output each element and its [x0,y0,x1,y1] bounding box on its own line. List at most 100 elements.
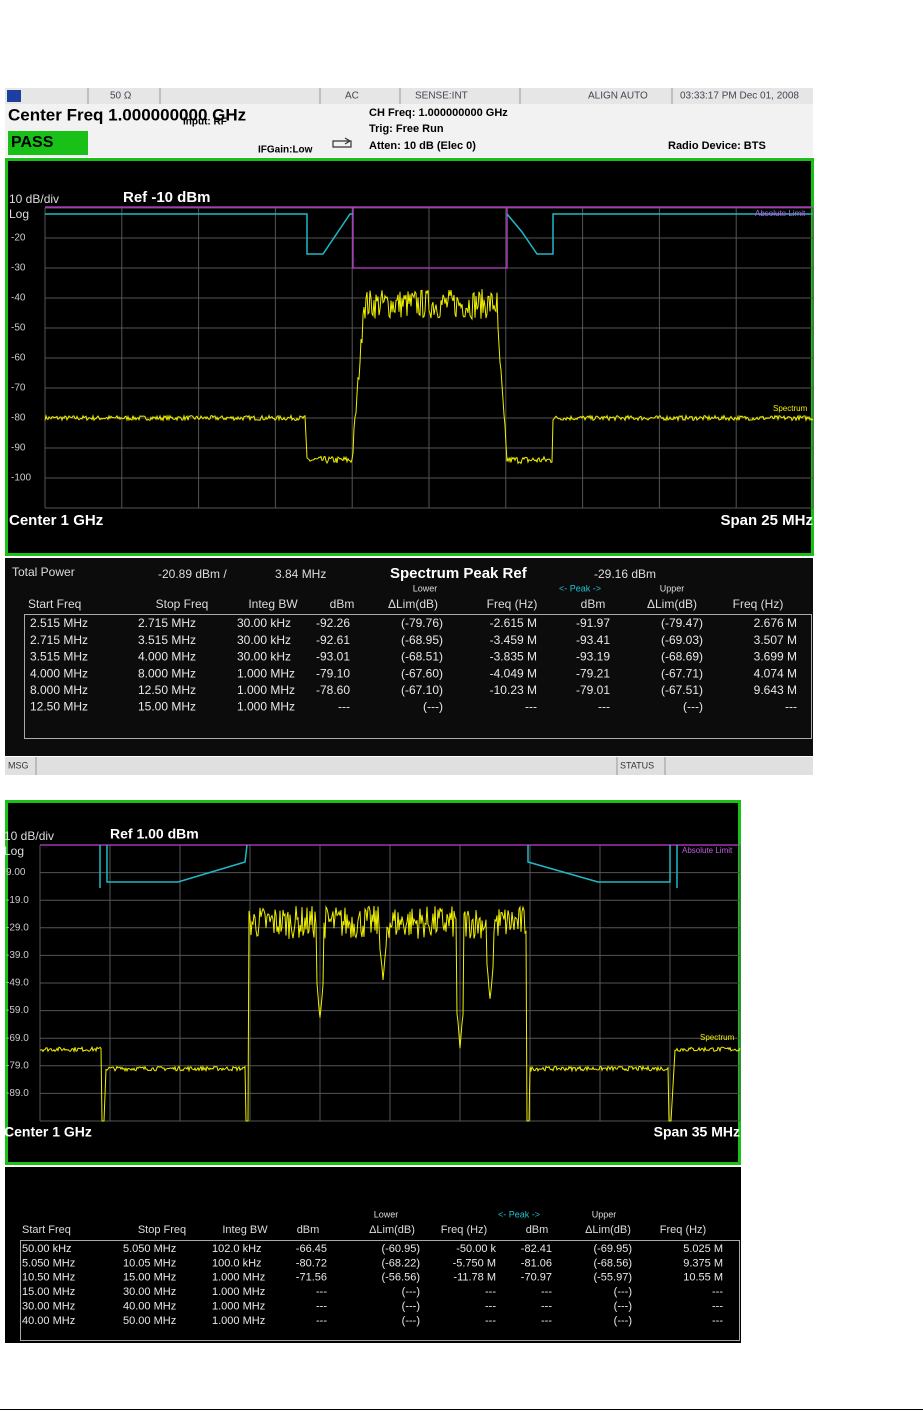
col-group: Lower [374,1209,399,1219]
table-cell: 2.715 MHz [30,633,88,647]
graph-panel [5,158,814,556]
col-group: Upper [592,1209,617,1219]
table-cell: -92.26 [316,616,350,630]
mask-line [45,213,353,255]
column-header: Freq (Hz) [441,1224,487,1236]
column-header: Freq (Hz) [733,597,784,611]
table-cell: 1.000 MHz [212,1286,265,1298]
y-label: 9.00 [6,867,26,878]
table-cell: 12.50 MHz [30,700,88,714]
settings-bar [5,104,813,157]
table-cell: 2.676 M [754,616,797,630]
table-cell: --- [785,700,797,714]
table-cell: (---) [402,1315,420,1327]
table-cell: 15.00 MHz [123,1272,176,1284]
status-item: 03:33:17 PM Dec 01, 2008 [680,91,799,102]
span: Span 35 MHz [654,1124,740,1140]
table-cell: 40.00 MHz [22,1315,75,1327]
ref-title: Spectrum Peak Ref [390,565,528,582]
table-cell: 8.000 MHz [30,683,88,697]
column-header: Integ BW [222,1224,268,1236]
y-label: -100 [11,473,31,484]
table-cell: -93.41 [576,633,610,647]
column-header: ΔLim(dB) [647,597,697,611]
total-power-label: Total Power [12,565,75,579]
table-cell: (-69.03) [661,633,703,647]
table-cell: (---) [614,1301,632,1313]
y-label: -59.0 [6,1005,29,1016]
spectrum-trace [44,289,814,465]
results-frame [24,614,812,739]
column-header: Freq (Hz) [487,597,538,611]
y-label: -39.0 [6,950,29,961]
y-label: -60 [11,353,26,364]
table-cell: --- [316,1315,327,1327]
column-header: Stop Freq [138,1224,186,1236]
table-cell: --- [338,700,350,714]
status-item: SENSE:INT [415,91,468,102]
status-dividers [87,88,673,104]
table-cell: 40.00 MHz [123,1301,176,1313]
column-header: dBm [526,1224,549,1236]
table-cell: 30.00 kHz [237,616,291,630]
table-cell: 5.050 MHz [22,1257,75,1269]
table-cell: 3.699 M [754,650,797,664]
table-cell: 100.0 kHz [212,1257,262,1269]
col-group: <- Peak -> [498,1209,540,1219]
y-label: -69.0 [6,1033,29,1044]
table-cell: 1.000 MHz [212,1301,265,1313]
table-cell: (-67.60) [401,666,443,680]
ref-value: -29.16 dBm [594,567,656,581]
table-cell: --- [485,1286,496,1298]
msg-bar [5,757,813,775]
table-cell: 9.375 M [683,1257,723,1269]
table-cell: -79.01 [576,683,610,697]
table-cell: 4.000 MHz [138,650,196,664]
table-cell: (-68.22) [381,1257,420,1269]
table-cell: (-67.51) [661,683,703,697]
table-cell: -70.97 [521,1272,552,1284]
setting: Trig: Free Run [369,123,444,135]
column-header: Freq (Hz) [660,1224,706,1236]
msg-label: MSG [8,760,29,770]
table-cell: 30.00 MHz [22,1301,75,1313]
ref-level: Ref -10 dBm [123,189,211,206]
y-label: -20 [11,233,26,244]
y-label: -79.0 [6,1060,29,1071]
col-group: <- Peak -> [559,583,601,593]
center-freq: Center Freq 1.000000000 GHz [8,105,246,124]
table-cell: (-60.95) [381,1243,420,1255]
table-cell: -93.19 [576,650,610,664]
table-cell: 10.55 M [683,1272,723,1284]
table-cell: (---) [402,1286,420,1298]
y-label: -90 [11,443,26,454]
mask-line [506,213,813,255]
setting: Atten: 10 dB (Elec 0) [369,140,476,152]
table-cell: -79.10 [316,666,350,680]
table-cell: 5.050 MHz [123,1243,176,1255]
table-cell: -81.06 [521,1257,552,1269]
table-cell: (-68.56) [593,1257,632,1269]
table-cell: -79.21 [576,666,610,680]
table-cell: 8.000 MHz [138,666,196,680]
table-cell: -92.61 [316,633,350,647]
table-cell: --- [485,1301,496,1313]
table-cell: (-79.47) [661,616,703,630]
table-cell: --- [541,1315,552,1327]
y-label: -50 [11,323,26,334]
results-panel [5,558,813,756]
column-header: dBm [297,1224,320,1236]
table-cell: --- [541,1286,552,1298]
table-cell: --- [316,1286,327,1298]
table-cell: (---) [614,1315,632,1327]
y-label: -19.0 [6,895,29,906]
table-cell: -78.60 [316,683,350,697]
table-cell: 102.0 kHz [212,1243,262,1255]
y-label: -29.0 [6,922,29,933]
table-cell: 1.000 MHz [237,700,295,714]
ref-level: Ref 1.00 dBm [110,826,199,842]
table-cell: 10.50 MHz [22,1272,75,1284]
column-header: Start Freq [22,1224,71,1236]
table-cell: 5.025 M [683,1243,723,1255]
table-cell: -91.97 [576,616,610,630]
